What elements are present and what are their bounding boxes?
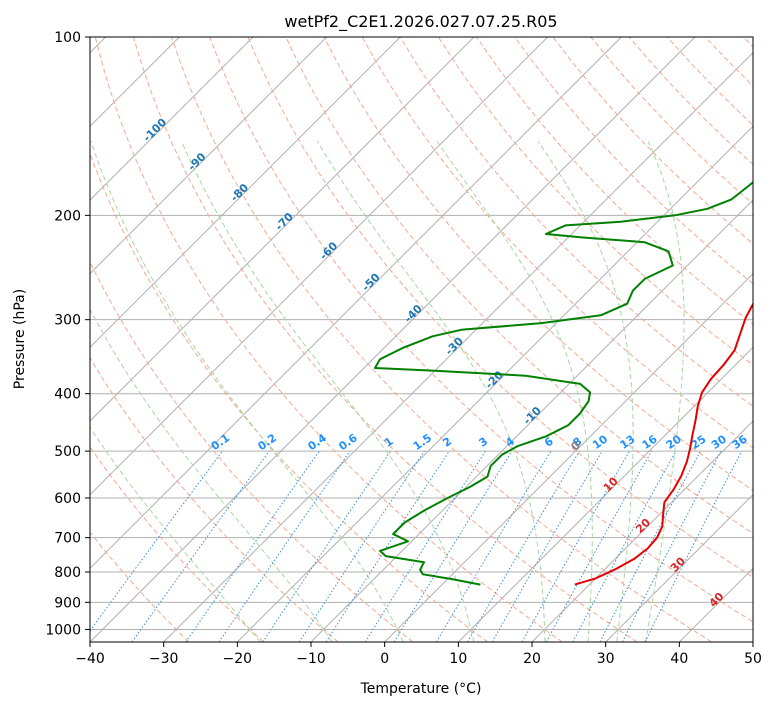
isotherm-line (90, 37, 696, 642)
dewpoint-line (374, 180, 753, 586)
isotherm-line (605, 493, 753, 642)
y-tick-label: 500 (54, 444, 81, 460)
mixing-ratio-line (644, 450, 743, 642)
dry-adiabat (90, 260, 414, 642)
x-tick-label: −20 (223, 651, 253, 667)
y-axis-label: Pressure (hPa) (12, 289, 28, 389)
moist-adiabat (317, 141, 546, 642)
dry-adiabat (399, 37, 753, 407)
x-tick-label: 0 (380, 651, 389, 667)
mixing-ratio-line (185, 450, 320, 642)
mixing-ratio-line (131, 450, 270, 642)
moist-adiabat (90, 426, 261, 642)
isotherm-line (90, 37, 549, 496)
y-tick-label: 100 (54, 30, 81, 46)
dry-adiabat (171, 37, 712, 642)
dry-adiabat (323, 37, 753, 491)
y-tick-label: 300 (54, 313, 81, 329)
moist-adiabat (436, 141, 593, 642)
mixing-ratio-line (325, 450, 450, 642)
plot-frame (89, 36, 754, 643)
x-tick-label: −30 (149, 651, 179, 667)
isotherm-line (90, 37, 328, 275)
mixing-ratio-line (298, 450, 425, 642)
axes: −40 −30 −20 −10 0 10 20 30 40 50 100 200 300 400 500 60… (45, 30, 762, 667)
mixing-ratio-line (262, 450, 392, 642)
dry-adiabat (285, 37, 753, 535)
dry-adiabat (90, 152, 488, 642)
isotherm-line (236, 125, 753, 642)
x-tick-label: 50 (744, 651, 762, 667)
mixing-ratio-line (435, 450, 552, 642)
x-tick-label: −10 (296, 651, 326, 667)
mixing-ratio-line (621, 450, 722, 642)
profile-lines (374, 180, 753, 586)
mixing-ratio-line (218, 450, 351, 642)
isotherm-line (90, 37, 622, 570)
mixing-ratio-line (393, 450, 513, 642)
moist-adiabat (537, 141, 634, 642)
dry-adiabat (90, 446, 264, 642)
dry-adiabat (94, 37, 563, 642)
background-lines (90, 37, 753, 642)
mixing-ratio-line (572, 450, 677, 642)
x-tick-label: 40 (670, 651, 688, 667)
y-tick-label: 200 (54, 208, 81, 224)
mixing-ratio-line (90, 450, 223, 632)
temperature-line (574, 302, 753, 586)
y-tick-label: 600 (54, 491, 81, 507)
isotherm-line (90, 37, 401, 349)
isotherm-line (163, 51, 753, 642)
dry-adiabat (437, 37, 753, 366)
dry-adiabat (514, 37, 753, 285)
chart-title: wetPf2_C2E1.2026.027.07.25.R05 (284, 12, 557, 32)
mixing-ratio-line (545, 450, 653, 642)
dry-adiabat (132, 37, 638, 642)
x-tick-label: 30 (597, 651, 615, 667)
dry-adiabat (361, 37, 753, 449)
mixing-ratio-line (599, 450, 701, 642)
y-tick-label: 1000 (45, 622, 81, 638)
y-tick-label: 800 (54, 565, 81, 581)
moist-adiabat (181, 141, 475, 642)
mixing-ratio-line (364, 450, 486, 642)
dry-adiabat (209, 37, 753, 623)
dry-adiabat (247, 37, 753, 578)
x-tick-label: −40 (75, 651, 105, 667)
isotherm-line (457, 346, 753, 642)
isotherm-line (90, 37, 254, 201)
moist-adiabat (90, 141, 404, 642)
moist-adiabat (90, 308, 333, 642)
dry-adiabat (90, 531, 190, 642)
isotherm-line (90, 37, 475, 422)
x-tick-label: 20 (523, 651, 541, 667)
isotherm-line (384, 272, 753, 642)
y-tick-label: 400 (54, 387, 81, 403)
mixing-ratio-line (521, 450, 630, 642)
isotherm-line (531, 420, 753, 642)
y-tick-label: 900 (54, 595, 81, 611)
y-tick-label: 700 (54, 531, 81, 547)
dry-adiabat (90, 356, 339, 642)
x-axis-label: Temperature (°C) (360, 681, 482, 697)
x-tick-label: 10 (449, 651, 467, 667)
